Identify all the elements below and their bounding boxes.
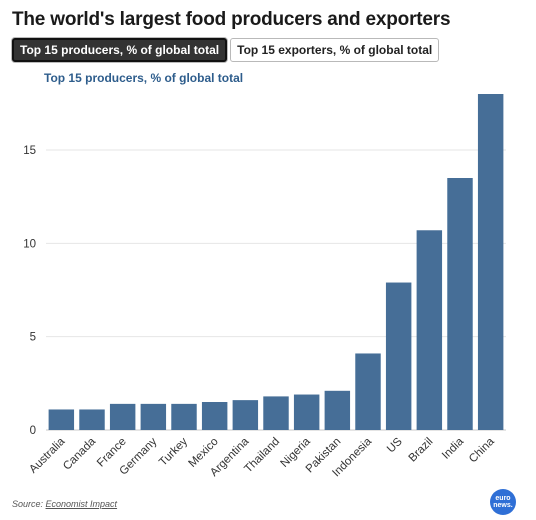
chart-title: Top 15 producers, % of global total [44,71,244,85]
x-tick-label: Canada [61,435,98,472]
page-title: The world's largest food producers and e… [12,9,451,30]
bar-australia[interactable] [48,409,75,430]
logo-line-2: news. [493,502,513,509]
bar-turkey[interactable] [171,403,197,430]
bar-pakistan[interactable] [324,390,351,430]
bar-brazil[interactable] [416,230,443,430]
tab-exporters[interactable]: Top 15 exporters, % of global total [230,38,440,62]
bar-us[interactable] [385,282,412,430]
tab-bar: Top 15 producers, % of global total Top … [12,38,440,62]
y-tick-label: 5 [30,332,36,344]
x-tick-label: US [385,435,405,455]
euronews-logo: euro news. [490,489,516,515]
logo-line-1: euro [495,494,511,502]
x-tick-label: China [467,435,497,465]
bar-china[interactable] [477,94,504,430]
source-prefix: Source: [12,499,46,509]
bar-india[interactable] [447,178,473,430]
y-tick-label: 10 [23,238,36,250]
tab-producers[interactable]: Top 15 producers, % of global total [12,38,228,62]
y-tick-label: 15 [23,145,36,157]
bar-france[interactable] [109,403,136,430]
y-tick-label: 0 [30,425,36,437]
x-tick-label: Turkey [157,435,190,468]
bar-mexico[interactable] [201,402,228,430]
bar-thailand[interactable] [263,396,289,430]
bar-germany[interactable] [140,403,167,430]
bar-nigeria[interactable] [293,394,320,430]
bar-canada[interactable] [79,409,105,430]
source-note: Source: Economist Impact [12,499,117,509]
x-tick-label: India [440,435,467,462]
bar-indonesia[interactable] [355,353,381,430]
x-tick-label: Brazil [407,436,436,465]
bar-argentina[interactable] [232,400,259,430]
source-link[interactable]: Economist Impact [45,499,118,509]
x-tick-label: Australia [27,435,68,476]
